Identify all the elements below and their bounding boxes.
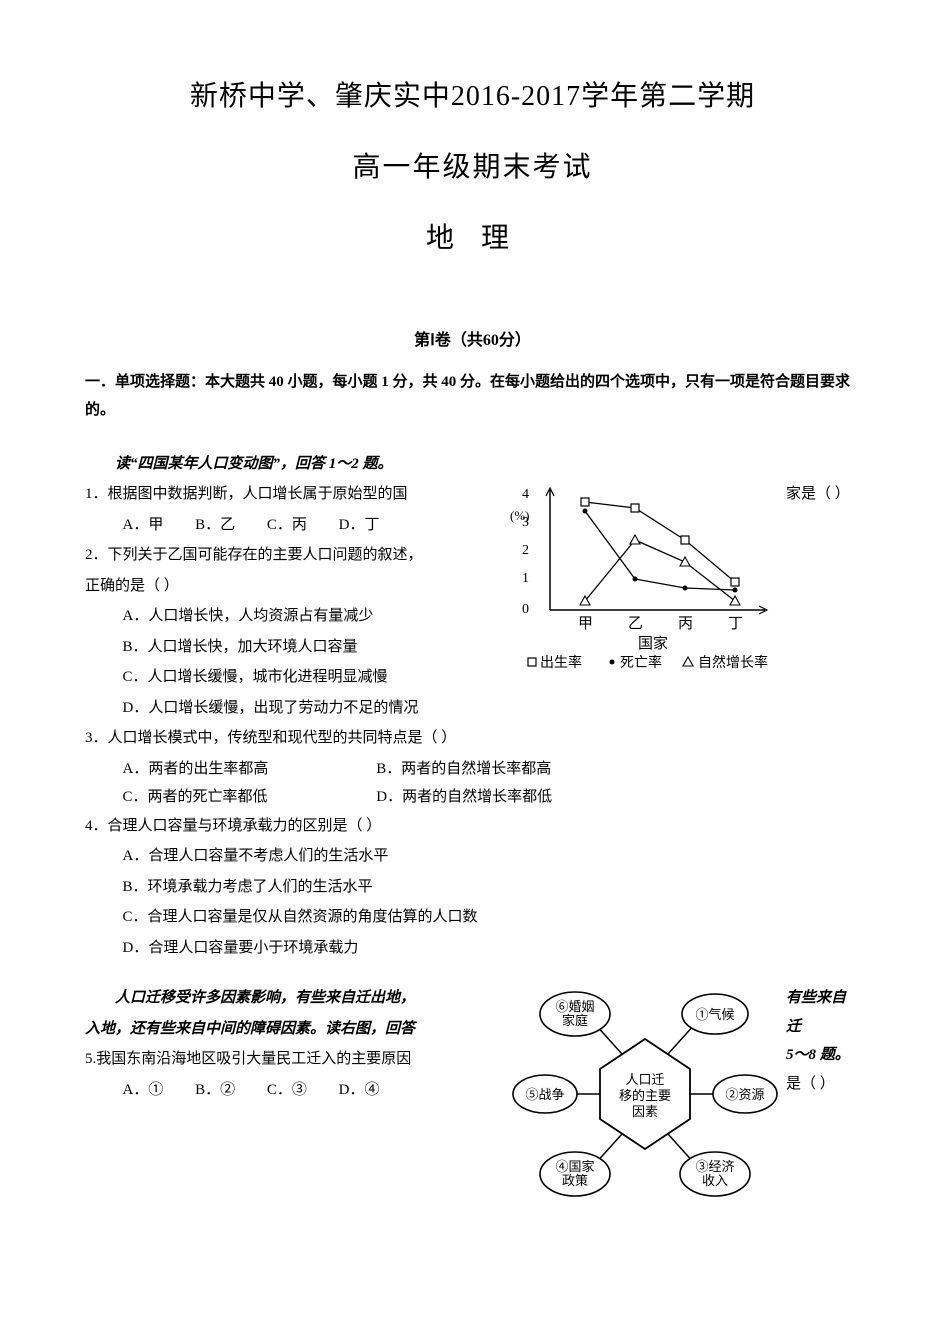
svg-text:丁: 丁	[728, 616, 743, 632]
population-chart: 4 3 2 1 0 (%) 甲 乙 丙 丁 国家 出生率 死亡率	[510, 480, 780, 675]
svg-text:②资源: ②资源	[725, 1087, 764, 1102]
svg-text:2: 2	[522, 543, 529, 558]
q3-stem: 3．人口增长模式中，传统型和现代型的共同特点是（ ）	[85, 724, 860, 753]
svg-text:出生率: 出生率	[540, 654, 582, 671]
q3-options-row2: C．两者的死亡率都低 D．两者的自然增长率都低	[85, 783, 860, 812]
passage-2-line1: 人口迁移受许多因素影响，有些来自迁出地，	[85, 984, 502, 1013]
q4-opt-c: C．合理人口容量是仅从自然资源的角度估算的人口数	[85, 903, 860, 932]
passage-2-line1-right: 有些来自迁	[786, 984, 860, 1041]
passage-1-intro: 读“四国某年人口变动图”，回答 1～2 题。	[85, 450, 860, 479]
svg-text:4: 4	[522, 487, 529, 502]
svg-text:自然增长率: 自然增长率	[698, 654, 768, 671]
q5-options: A．① B．② C．③ D．④	[85, 1076, 502, 1105]
svg-text:③经济: ③经济	[695, 1159, 734, 1174]
svg-text:⑤战争: ⑤战争	[525, 1087, 564, 1102]
q1-options: A．甲 B．乙 C．丙 D．丁	[85, 511, 502, 540]
svg-text:移的主要: 移的主要	[619, 1088, 671, 1103]
q3-opt-c: C．两者的死亡率都低	[123, 783, 373, 812]
svg-text:国家: 国家	[638, 635, 668, 652]
q5-opt-b: B．②	[195, 1076, 235, 1105]
passage-2-line2: 入地，还有些来自中间的障碍因素。读右图，回答	[85, 1015, 502, 1044]
svg-text:人口迁: 人口迁	[625, 1072, 664, 1087]
q5-stem-right: 是（ ）	[786, 1070, 860, 1099]
svg-text:①气候: ①气候	[695, 1007, 734, 1022]
q5-stem: 5.我国东南沿海地区吸引大量民工迁入的主要原因	[85, 1045, 502, 1074]
q3-opt-b: B．两者的自然增长率都高	[376, 755, 551, 784]
svg-text:④国家: ④国家	[555, 1159, 594, 1174]
q3-opt-a: A．两者的出生率都高	[123, 755, 373, 784]
q2-opt-c: C．人口增长缓慢，城市化进程明显减慢	[85, 663, 502, 692]
q2-stem-line1: 2．下列关于乙国可能存在的主要人口问题的叙述，	[85, 541, 502, 570]
exam-subject: 地 理	[85, 212, 860, 265]
svg-text:丙: 丙	[678, 616, 693, 632]
q5-opt-c: C．③	[267, 1076, 307, 1105]
q1-stem: 1．根据图中数据判断，人口增长属于原始型的国	[85, 480, 502, 509]
svg-text:甲: 甲	[578, 616, 593, 632]
q3-options-row1: A．两者的出生率都高 B．两者的自然增长率都高	[85, 755, 860, 784]
q4-opt-d: D．合理人口容量要小于环境承载力	[85, 934, 860, 963]
question-block-1-2: 1．根据图中数据判断，人口增长属于原始型的国 A．甲 B．乙 C．丙 D．丁 2…	[85, 480, 860, 694]
question-text-column: 1．根据图中数据判断，人口增长属于原始型的国 A．甲 B．乙 C．丙 D．丁 2…	[85, 480, 502, 694]
svg-text:乙: 乙	[628, 616, 643, 632]
svg-text:死亡率: 死亡率	[620, 654, 662, 671]
q2-stem-line2: 正确的是（ ）	[85, 572, 502, 601]
svg-text:家庭: 家庭	[562, 1013, 588, 1028]
exam-title-main: 新桥中学、肇庆实中2016-2017学年第二学期	[85, 70, 860, 123]
q3-opt-d: D．两者的自然增长率都低	[376, 783, 552, 812]
svg-text:收入: 收入	[702, 1173, 728, 1188]
passage-2-line2-right: 5～8 题。	[786, 1041, 860, 1070]
exam-title-grade: 高一年级期末考试	[85, 141, 860, 194]
section-header: 第Ⅰ卷（共60分）	[85, 326, 860, 356]
q2-opt-a: A．人口增长快，人均资源占有量减少	[85, 602, 502, 631]
q2-opt-d: D．人口增长缓慢，出现了劳动力不足的情况	[85, 694, 860, 723]
q5-opt-d: D．④	[339, 1076, 380, 1105]
svg-text:政策: 政策	[562, 1173, 588, 1188]
q5-opt-a: A．①	[123, 1076, 164, 1105]
q2-opt-b: B．人口增长快，加大环境人口容量	[85, 633, 502, 662]
section-instruction: 一．单项选择题：本大题共 40 小题，每小题 1 分，共 40 分。在每小题给出…	[85, 368, 860, 425]
svg-text:0: 0	[522, 602, 529, 617]
passage-2-right-fragments: 有些来自迁 5～8 题。 是（ ）	[780, 984, 860, 1098]
svg-text:(%): (%)	[510, 508, 530, 523]
q1-opt-a: A．甲	[123, 511, 164, 540]
migration-factors-diagram: 人口迁 移的主要 因素 ⑥婚姻 家庭 ①气候 ⑤战争 ②资源 ④国家 政策 ③经…	[510, 984, 780, 1199]
q1-opt-c: C．丙	[267, 511, 307, 540]
svg-text:因素: 因素	[632, 1104, 658, 1119]
q4-stem: 4．合理人口容量与环境承载力的区别是（ ）	[85, 812, 860, 841]
svg-text:1: 1	[522, 571, 529, 586]
q4-opt-b: B．环境承载力考虑了人们的生活水平	[85, 873, 860, 902]
svg-text:⑥婚姻: ⑥婚姻	[555, 999, 594, 1014]
passage-2-text: 人口迁移受许多因素影响，有些来自迁出地， 入地，还有些来自中间的障碍因素。读右图…	[85, 984, 502, 1106]
q4-opt-a: A．合理人口容量不考虑人们的生活水平	[85, 842, 860, 871]
q1-stem-right: 家是（ ）	[780, 480, 860, 509]
question-block-5: 人口迁移受许多因素影响，有些来自迁出地， 入地，还有些来自中间的障碍因素。读右图…	[85, 984, 860, 1199]
q1-opt-b: B．乙	[195, 511, 235, 540]
q1-opt-d: D．丁	[339, 511, 380, 540]
